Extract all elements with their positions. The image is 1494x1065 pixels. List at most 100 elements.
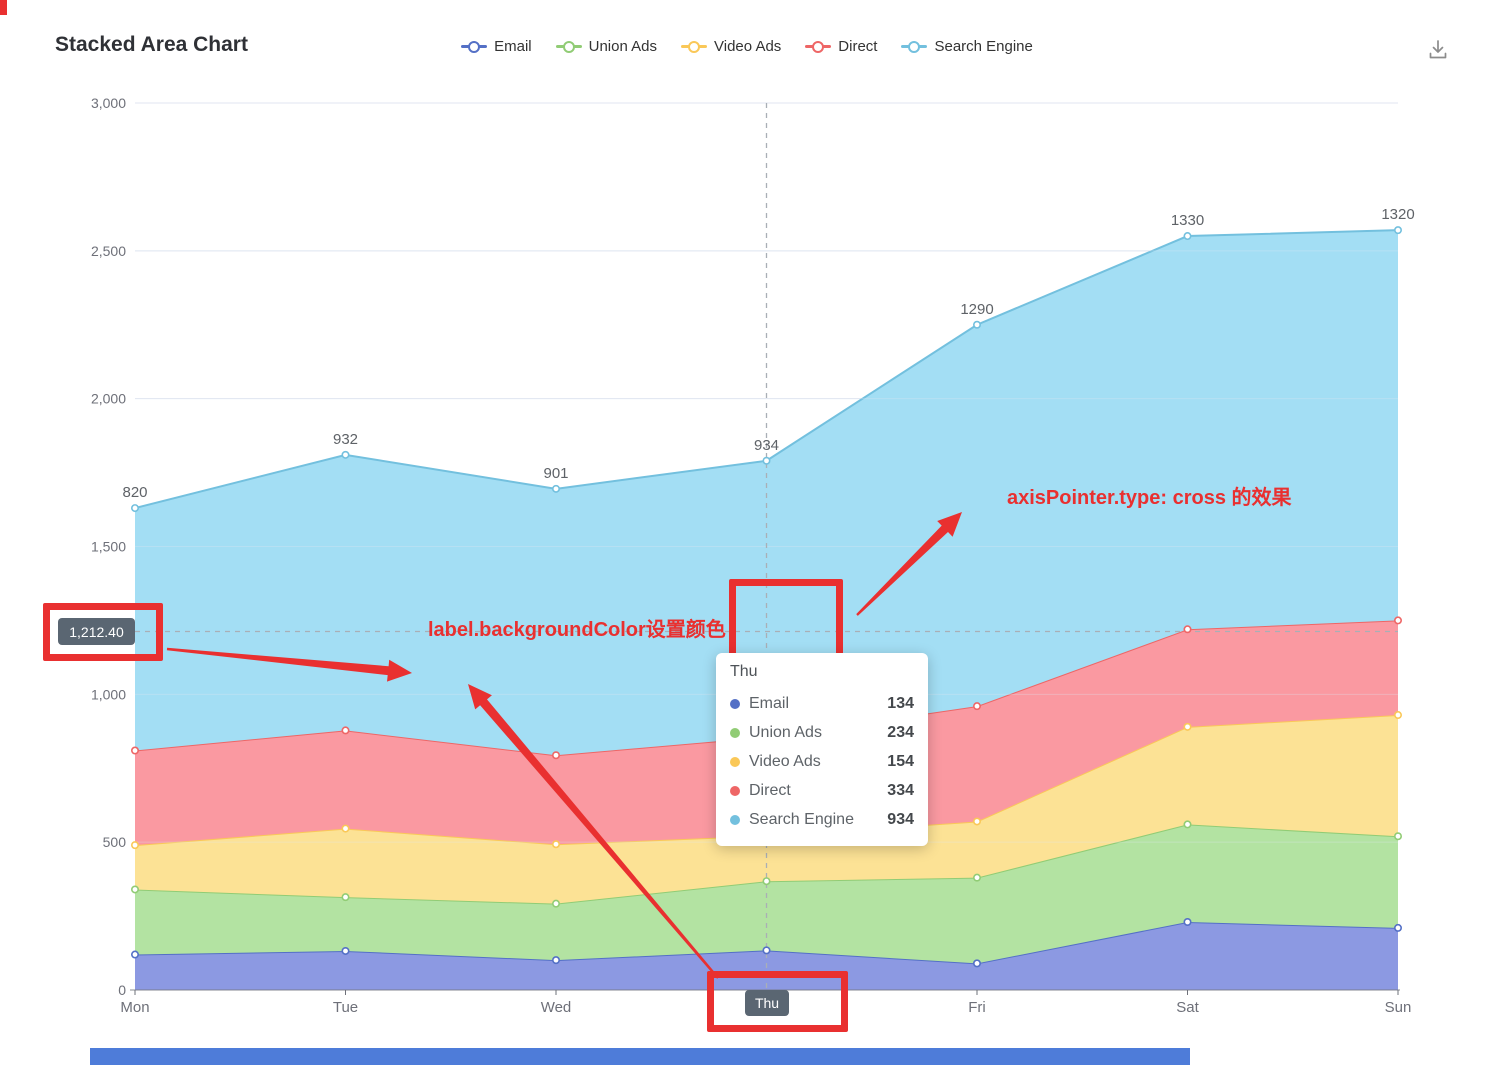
data-point-email[interactable] xyxy=(762,946,771,955)
legend-label: Email xyxy=(494,38,532,55)
legend-line-circle-icon xyxy=(901,40,928,53)
tooltip-title: Thu xyxy=(730,663,758,680)
data-point-union-ads[interactable] xyxy=(341,893,350,902)
data-point-direct[interactable] xyxy=(341,726,350,735)
tooltip-series-name: Video Ads xyxy=(749,752,821,770)
data-point-video-ads[interactable] xyxy=(131,841,140,850)
data-point-direct[interactable] xyxy=(131,746,140,755)
tooltip-series-value: 234 xyxy=(887,723,914,741)
y-axis-label: 2,500 xyxy=(91,243,126,259)
data-point-union-ads[interactable] xyxy=(762,877,771,886)
point-label: 901 xyxy=(543,465,568,482)
legend-item-video-ads[interactable]: Video Ads xyxy=(681,38,781,55)
x-axis-label: Tue xyxy=(333,999,358,1016)
data-point-email[interactable] xyxy=(1394,923,1403,932)
tooltip-series-name: Search Engine xyxy=(749,810,854,828)
series-dot-icon xyxy=(730,727,740,738)
data-point-union-ads[interactable] xyxy=(1183,820,1192,829)
x-axis-label: Sun xyxy=(1385,999,1412,1016)
tooltip-series-value: 154 xyxy=(887,752,914,770)
tooltip-series-value: 934 xyxy=(887,810,914,828)
data-point-email[interactable] xyxy=(972,959,981,968)
point-label: 1330 xyxy=(1171,212,1204,229)
legend-item-direct[interactable]: Direct xyxy=(805,38,877,55)
legend-label: Video Ads xyxy=(714,38,782,55)
data-point-direct[interactable] xyxy=(972,702,981,711)
axis-pointer-x-label: Thu xyxy=(745,990,789,1016)
y-axis-label: 1,000 xyxy=(91,686,126,702)
download-icon xyxy=(1429,40,1447,59)
tooltip-row: Video Ads 154 xyxy=(730,747,914,776)
data-point-search-engine[interactable] xyxy=(762,456,771,465)
tooltip-series-name: Email xyxy=(749,694,790,712)
tooltip-row: Union Ads 234 xyxy=(730,718,914,747)
point-label: 820 xyxy=(122,484,147,501)
x-axis-label: Fri xyxy=(968,999,986,1016)
legend-line-circle-icon xyxy=(805,40,832,53)
legend: Email Union Ads Video Ads Direct Search Engi… xyxy=(0,38,1494,55)
area-search-engine[interactable] xyxy=(135,230,1398,756)
series-dot-icon xyxy=(730,756,740,767)
data-point-email[interactable] xyxy=(341,946,350,955)
legend-label: Search Engine xyxy=(934,38,1033,55)
annotation-text-label-bg: label.backgroundColor设置颜色 xyxy=(428,619,726,641)
data-point-search-engine[interactable] xyxy=(1183,232,1192,241)
point-label: 1320 xyxy=(1381,206,1414,223)
y-axis-label: 2,000 xyxy=(91,391,126,407)
data-point-search-engine[interactable] xyxy=(341,450,350,459)
annotation-rect-x-label xyxy=(707,971,848,1032)
data-point-video-ads[interactable] xyxy=(1183,722,1192,731)
tooltip-series-value: 134 xyxy=(887,694,914,712)
bottom-blue-bar xyxy=(90,1048,1190,1065)
data-point-union-ads[interactable] xyxy=(551,899,560,908)
x-axis-label: Mon xyxy=(120,999,149,1016)
legend-item-email[interactable]: Email xyxy=(461,38,532,55)
data-point-video-ads[interactable] xyxy=(972,817,981,826)
annotation-text-cross: axisPointer.type: cross 的效果 xyxy=(1007,487,1292,509)
legend-item-union-ads[interactable]: Union Ads xyxy=(555,38,658,55)
data-point-search-engine[interactable] xyxy=(972,320,981,329)
area-video-ads[interactable] xyxy=(135,715,1398,904)
data-point-email[interactable] xyxy=(1183,917,1192,926)
axis-pointer-y-label: 1,212.40 xyxy=(58,618,135,645)
series-dot-icon xyxy=(730,785,740,796)
data-point-email[interactable] xyxy=(551,956,560,965)
legend-line-circle-icon xyxy=(681,40,708,53)
tooltip-series-name: Union Ads xyxy=(749,723,822,741)
data-point-union-ads[interactable] xyxy=(131,885,140,894)
point-label: 932 xyxy=(333,431,358,448)
tooltip-series-value: 334 xyxy=(887,781,914,799)
y-axis-label: 0 xyxy=(118,982,126,998)
data-point-union-ads[interactable] xyxy=(1394,832,1403,841)
series-dot-icon xyxy=(730,698,740,709)
point-label: 934 xyxy=(754,437,779,454)
data-point-email[interactable] xyxy=(131,950,140,959)
x-axis-label: Wed xyxy=(541,999,572,1016)
data-point-video-ads[interactable] xyxy=(341,824,350,833)
x-axis-label: Sat xyxy=(1176,999,1199,1016)
data-point-direct[interactable] xyxy=(1183,625,1192,634)
annotation-rect-cross xyxy=(729,579,843,663)
tooltip-row: Direct 334 xyxy=(730,776,914,805)
legend-item-search-engine[interactable]: Search Engine xyxy=(901,38,1033,55)
data-point-search-engine[interactable] xyxy=(1394,226,1403,235)
y-axis-label: 3,000 xyxy=(91,95,126,111)
chart-tooltip: Thu Email 134 Union Ads 234 Video Ads 154 Dire… xyxy=(716,653,928,846)
data-point-search-engine[interactable] xyxy=(551,484,560,493)
tooltip-row: Email 134 xyxy=(730,689,914,718)
data-point-direct[interactable] xyxy=(1394,616,1403,625)
y-axis-label: 1,500 xyxy=(91,539,126,555)
data-point-video-ads[interactable] xyxy=(551,840,560,849)
legend-label: Union Ads xyxy=(588,38,658,55)
data-point-video-ads[interactable] xyxy=(1394,711,1403,720)
data-point-union-ads[interactable] xyxy=(972,873,981,882)
y-axis-label: 500 xyxy=(103,834,127,850)
tooltip-series-name: Direct xyxy=(749,781,791,799)
chart-title: Stacked Area Chart xyxy=(55,33,248,56)
download-button[interactable] xyxy=(1424,36,1452,64)
data-point-direct[interactable] xyxy=(551,751,560,760)
data-point-search-engine[interactable] xyxy=(131,504,140,513)
area-direct[interactable] xyxy=(135,620,1398,846)
